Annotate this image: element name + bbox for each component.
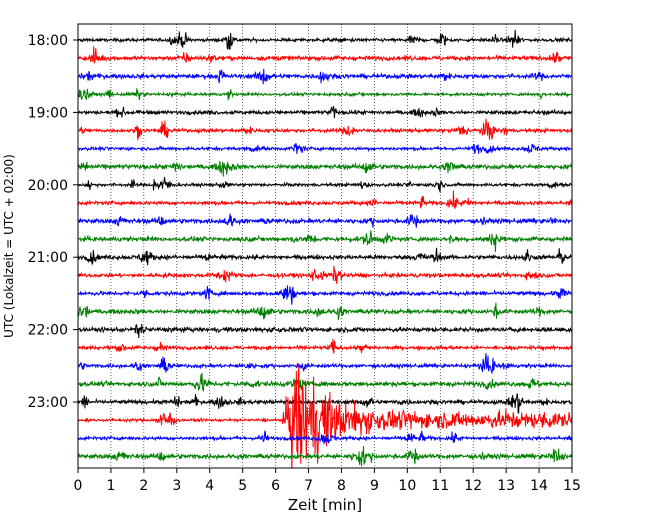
trace-2100 — [78, 247, 572, 266]
x-tick-label: 6 — [271, 478, 280, 494]
trace-2230 — [78, 353, 572, 374]
x-tick-label: 5 — [238, 478, 247, 494]
x-tick-label: 10 — [398, 478, 416, 494]
x-tick-label: 14 — [530, 478, 548, 494]
trace-1800 — [78, 29, 572, 50]
y-axis-label: UTC (Lokalzeit = UTC + 02:00) — [2, 154, 16, 338]
trace-2145 — [78, 302, 572, 321]
x-tick-label: 11 — [431, 478, 449, 494]
x-tick-label: 13 — [497, 478, 515, 494]
y-axis-ticks: 18:00 19:00 20:00 21:00 22:00 23:00 — [28, 33, 78, 411]
x-tick-label: 15 — [563, 478, 581, 494]
plot-frame — [77, 23, 573, 469]
trace-2200 — [78, 323, 572, 338]
trace-2215 — [78, 338, 572, 354]
trace-1815 — [78, 46, 572, 64]
trace-1900 — [78, 105, 572, 119]
x-tick-label: 9 — [370, 478, 379, 494]
x-tick-label: 7 — [304, 478, 313, 494]
trace-1945 — [78, 161, 572, 177]
x-tick-label: 2 — [139, 478, 148, 494]
y-tick-label: 18:00 — [28, 33, 68, 49]
trace-2015 — [78, 190, 572, 209]
trace-2030 — [78, 213, 572, 228]
x-axis-ticks: 0 1 2 3 4 5 6 7 8 9 10 11 12 13 14 15 — [74, 468, 581, 494]
trace-2315 — [78, 364, 572, 468]
trace-2245 — [78, 372, 572, 392]
trace-1915 — [78, 118, 572, 141]
trace-2115 — [78, 265, 572, 285]
trace-1930 — [78, 142, 572, 154]
trace-1845 — [78, 88, 572, 101]
trace-2000 — [78, 177, 572, 193]
seismogram-traces — [78, 29, 572, 468]
y-tick-label: 20:00 — [28, 178, 68, 194]
y-tick-label: 22:00 — [28, 323, 68, 339]
x-tick-label: 4 — [205, 478, 214, 494]
y-tick-label: 21:00 — [28, 250, 68, 266]
x-tick-label: 0 — [74, 478, 83, 494]
trace-2045 — [78, 230, 572, 253]
x-tick-label: 8 — [337, 478, 346, 494]
trace-2330 — [78, 430, 572, 445]
y-tick-label: 19:00 — [28, 105, 68, 121]
y-tick-label: 23:00 — [28, 395, 68, 411]
x-tick-label: 12 — [464, 478, 482, 494]
x-axis-label: Zeit [min] — [288, 496, 362, 514]
x-grid — [110, 24, 540, 468]
trace-2130 — [78, 285, 572, 305]
x-tick-label: 3 — [172, 478, 181, 494]
x-tick-label: 1 — [106, 478, 115, 494]
trace-2345 — [78, 446, 572, 467]
trace-1830 — [78, 68, 572, 85]
